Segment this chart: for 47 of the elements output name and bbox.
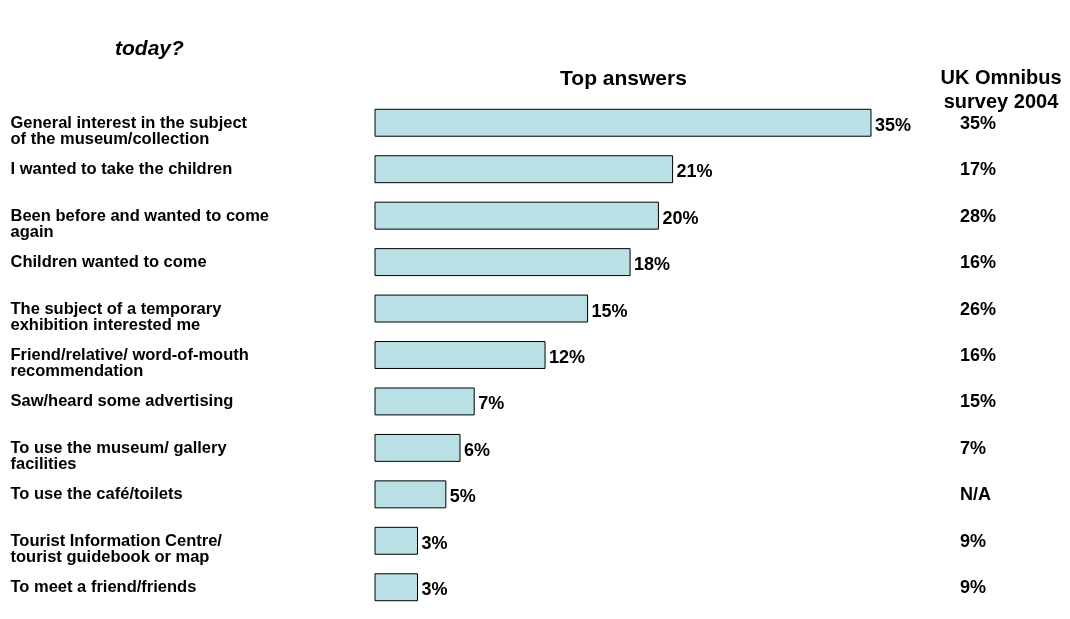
- bar: [374, 433, 461, 462]
- y-tick-label: To use the museum/ gallery facilities: [10, 437, 228, 472]
- bar: [374, 248, 631, 277]
- bar: [374, 387, 475, 416]
- y-tick-label: General interest in the subject of the museum/collection: [10, 112, 248, 147]
- text: 7%: [960, 437, 987, 458]
- text: 9%: [960, 577, 987, 598]
- y-tick-label: Saw/heard some advertising: [10, 391, 234, 410]
- y-tick-label: To use the café/toilets: [10, 484, 183, 503]
- y-tick-label: The subject of a temporary exhibition interested me: [10, 298, 223, 333]
- bar: [374, 155, 674, 184]
- data-label: 15%: [591, 300, 628, 321]
- bar: [374, 480, 447, 509]
- bar: [374, 341, 546, 369]
- y-tick-label: To meet a friend/friends: [10, 577, 197, 596]
- data-label: 20%: [662, 207, 699, 228]
- text: 35%: [960, 112, 997, 133]
- data-label: 21%: [676, 161, 713, 182]
- y-tick-label: I wanted to take the children: [10, 159, 233, 178]
- data-label: 5%: [449, 486, 476, 507]
- x-axis-title: Top answers: [560, 65, 687, 89]
- data-label: 18%: [634, 254, 671, 275]
- text: 9%: [960, 530, 987, 551]
- text: N/A: [960, 484, 991, 505]
- bar: [374, 526, 419, 555]
- text: 15%: [960, 391, 997, 412]
- bar: [374, 573, 419, 602]
- bar: [374, 294, 589, 323]
- data-label: 3%: [421, 579, 448, 600]
- data-label: 6%: [464, 439, 491, 460]
- data-label: 35%: [875, 114, 912, 135]
- text: 16%: [960, 345, 997, 365]
- text: UK Omnibus survey 2004: [940, 66, 1062, 112]
- text: 16%: [960, 252, 997, 273]
- data-label: 7%: [478, 393, 505, 414]
- data-label: 12%: [549, 347, 586, 367]
- bar: [374, 108, 872, 137]
- y-tick-label: Tourist Information Centre/ tourist guidebook or map: [10, 530, 223, 565]
- y-tick-label: Children wanted to come: [10, 252, 207, 271]
- y-tick-label: Friend/relative/ word-of-mouth recommendation: [10, 345, 249, 379]
- text: 26%: [960, 298, 997, 319]
- bar: [374, 201, 659, 230]
- y-tick-label: Been before and wanted to come again: [10, 205, 270, 240]
- text: 17%: [960, 159, 997, 180]
- text: 28%: [960, 205, 997, 226]
- data-label: 3%: [421, 532, 448, 553]
- text: today?: [115, 36, 185, 59]
